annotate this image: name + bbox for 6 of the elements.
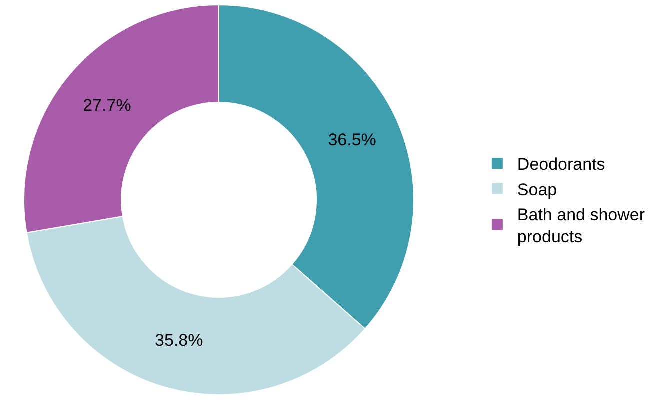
legend-label: Soap bbox=[517, 180, 558, 200]
data-label: 35.8% bbox=[154, 331, 204, 350]
data-label: 27.7% bbox=[83, 96, 132, 116]
legend-label: Bath and shower products bbox=[517, 205, 646, 246]
legend-label: Deodorants bbox=[517, 155, 606, 174]
data-label: 36.5% bbox=[328, 130, 376, 150]
